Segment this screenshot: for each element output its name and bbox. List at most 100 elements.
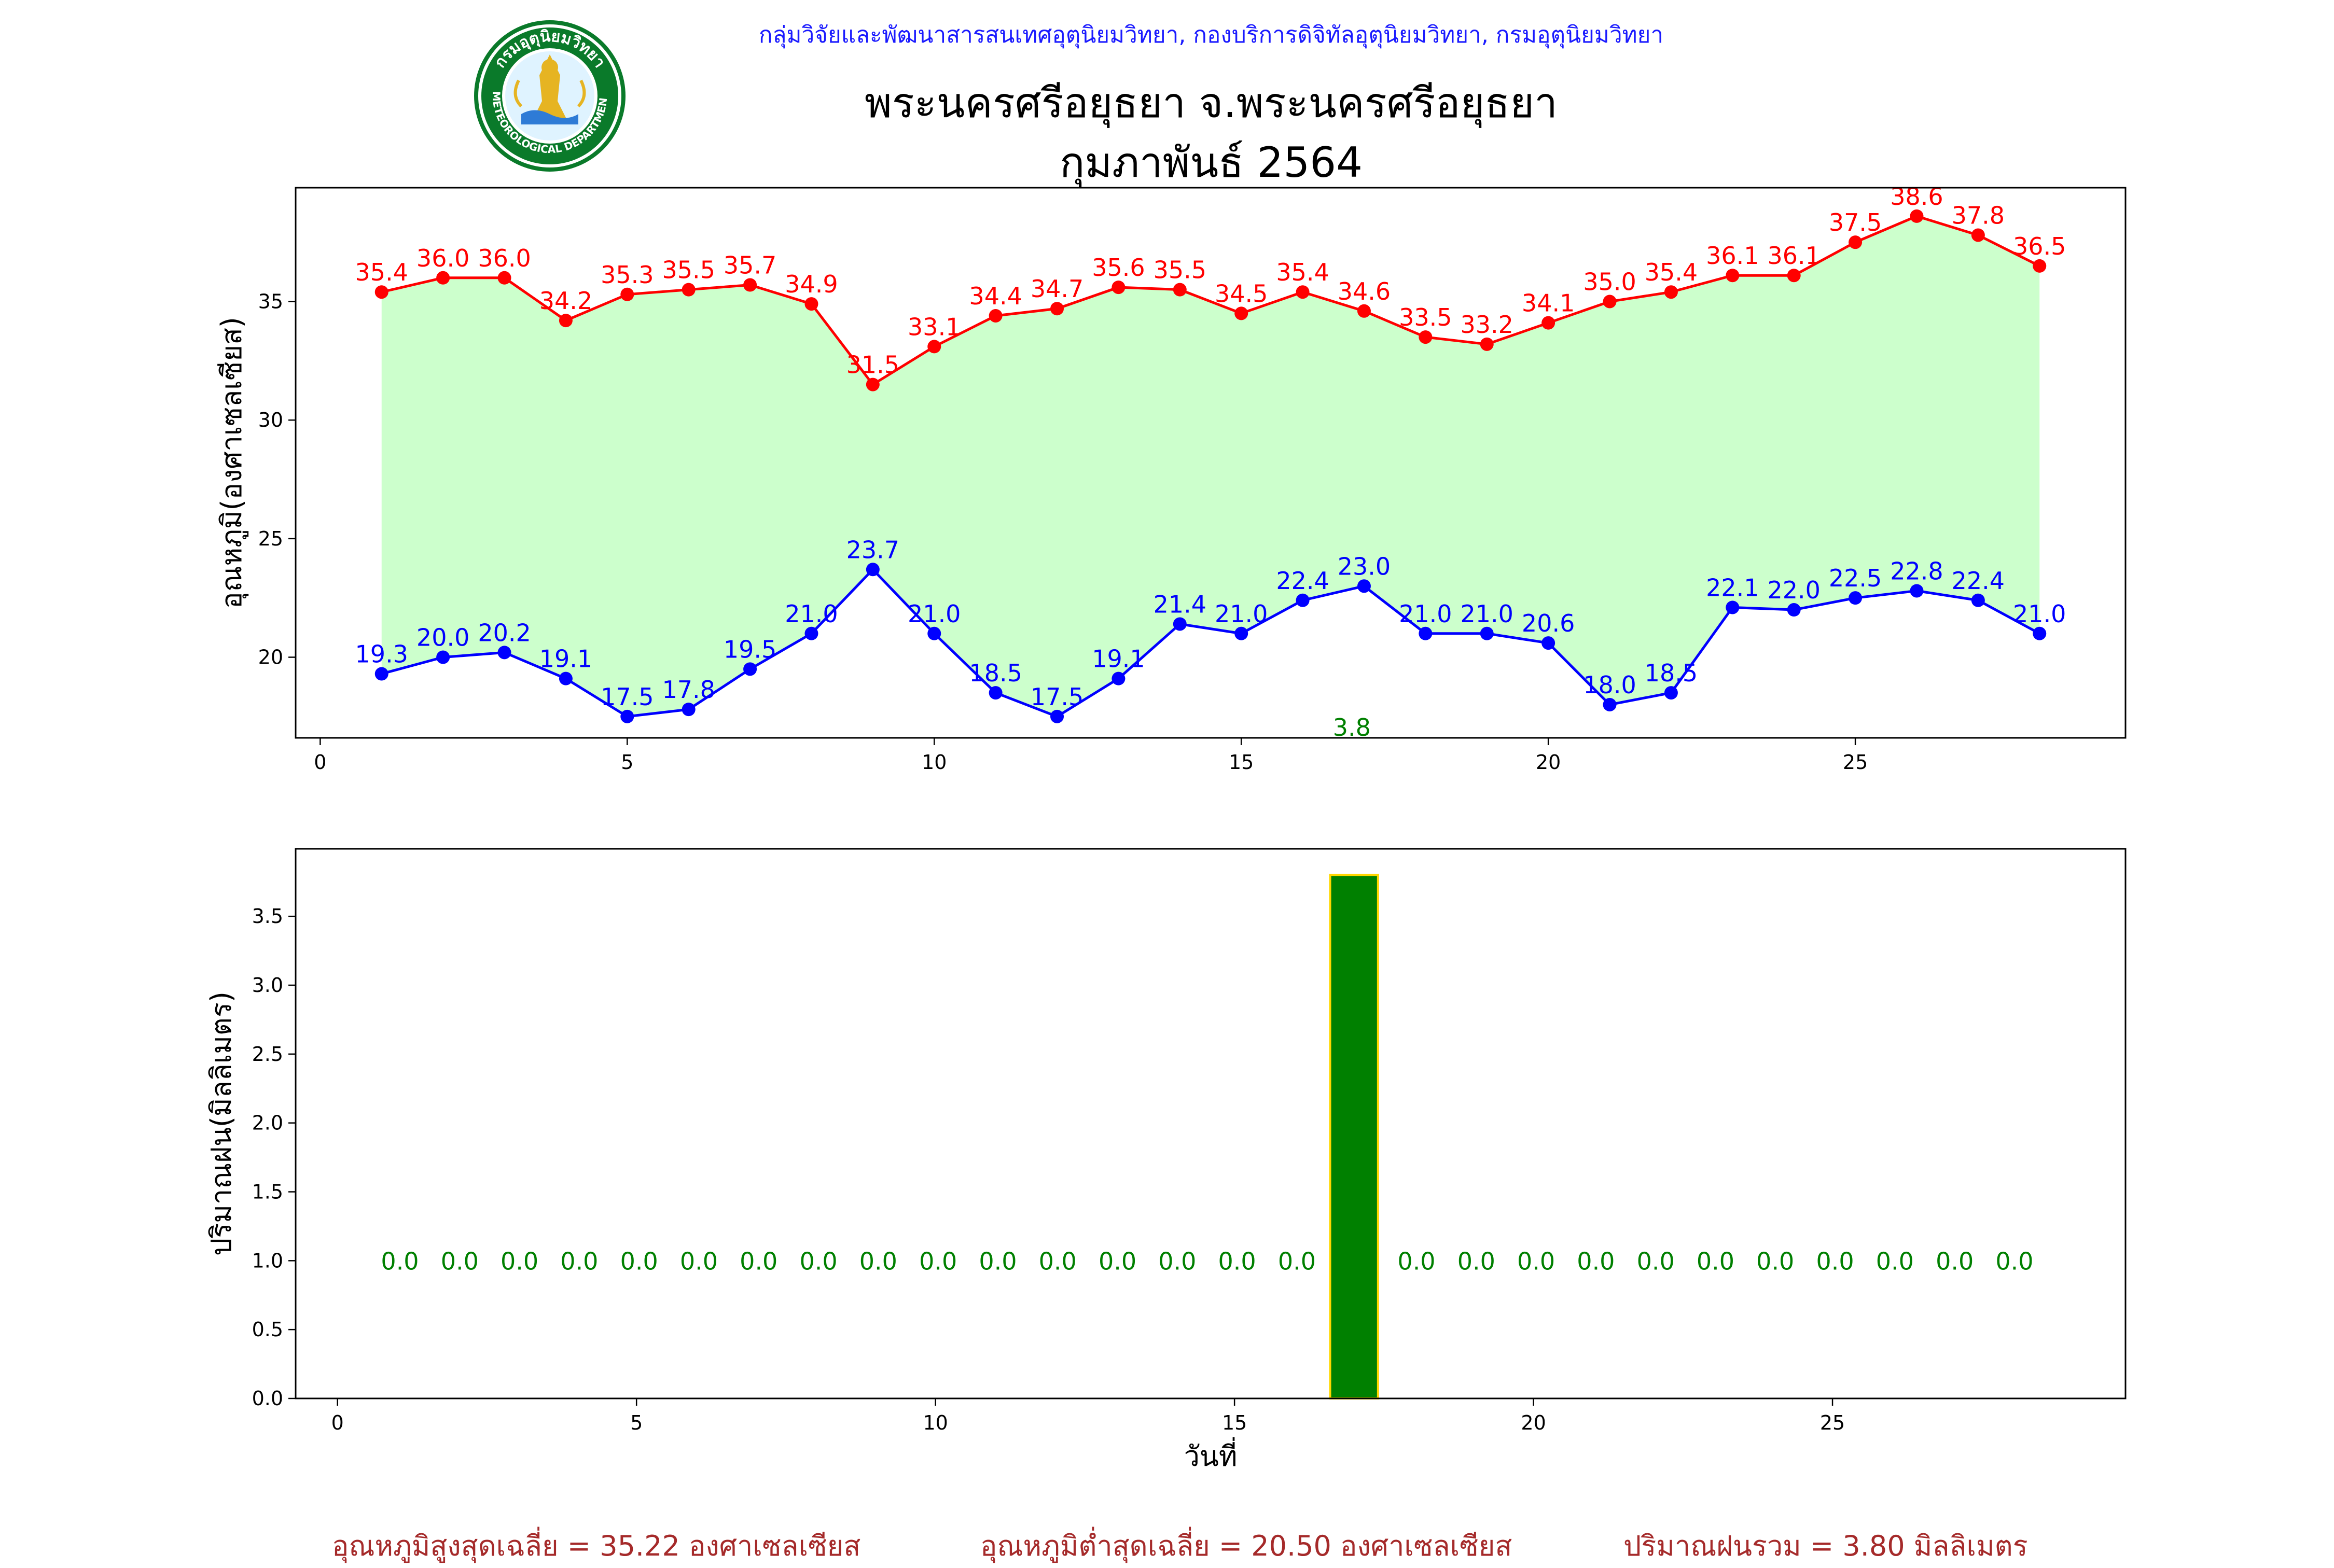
x-tick-label: 25 [1820, 1411, 1845, 1434]
max-temperature-point [559, 314, 573, 328]
rainfall-label: 0.0 [1637, 1247, 1675, 1275]
y-tick-label: 2.5 [252, 1043, 283, 1066]
min-temperature-label: 21.0 [2013, 600, 2066, 628]
min-temperature-point [989, 686, 1003, 700]
min-temperature-point [1357, 579, 1371, 593]
y-tick-label: 1.5 [252, 1181, 283, 1203]
max-temperature-point [374, 285, 388, 299]
y-tick-label: 1.0 [252, 1249, 283, 1272]
rainfall-label: 0.0 [560, 1247, 598, 1275]
max-temperature-label: 35.3 [601, 261, 654, 289]
min-temperature-point [1419, 626, 1433, 640]
rainfall-label: 0.0 [799, 1247, 837, 1275]
max-temperature-label: 35.5 [662, 256, 715, 284]
rainfall-label: 0.0 [740, 1247, 777, 1275]
max-temperature-line [381, 215, 2040, 386]
min-temperature-point [1541, 636, 1555, 650]
max-temperature-label: 34.1 [1522, 289, 1575, 317]
max-temperature-label: 34.4 [969, 282, 1022, 310]
min-temperature-label: 20.0 [416, 624, 469, 652]
max-temperature-label: 33.2 [1461, 311, 1513, 339]
period-title: กุมภาพันธ์ 2564 [1059, 138, 1363, 187]
max-temperature-label: 37.5 [1829, 208, 1882, 236]
max-temperature-label: 31.5 [846, 351, 899, 379]
rainfall-bar [1329, 874, 1379, 1399]
rainfall-label: 0.0 [1457, 1247, 1495, 1275]
rainfall-label: 0.0 [1876, 1247, 1914, 1275]
rainfall-label: 0.0 [1158, 1247, 1196, 1275]
rain-total-annotation: 3.8 [1333, 713, 1371, 741]
min-temperature-label: 22.5 [1829, 564, 1882, 592]
max-temperature-point [1910, 209, 1924, 223]
rainfall-label: 0.0 [1278, 1247, 1316, 1275]
min-temperature-point [436, 650, 450, 664]
max-temperature-point [1234, 306, 1248, 320]
max-temperature-point [1419, 330, 1433, 344]
max-temperature-point [620, 287, 634, 301]
rainfall-label: 0.0 [501, 1247, 538, 1275]
max-temperature-label: 34.7 [1031, 275, 1083, 303]
min-temperature-point [374, 667, 388, 681]
min-temperature-point [1112, 671, 1126, 685]
min-temperature-label: 18.5 [969, 659, 1022, 687]
rainfall-label: 0.0 [441, 1247, 479, 1275]
max-temperature-point [436, 271, 450, 285]
rainfall-label: 0.0 [1697, 1247, 1734, 1275]
max-temperature-point [1849, 235, 1863, 249]
max-temperature-label: 36.1 [1767, 242, 1820, 270]
max-temperature-label: 36.0 [478, 244, 531, 272]
max-temperature-point [1664, 285, 1678, 299]
y-tick-label: 30 [258, 409, 283, 431]
max-temperature-point [1050, 302, 1064, 316]
max-temperature-point [1971, 228, 1985, 242]
max-temperature-label: 33.1 [908, 313, 961, 341]
y-tick-label: 25 [258, 527, 283, 550]
temperature-y-axis-label: อุณหภูมิ(องศาเซลเซียส) [215, 317, 249, 609]
max-temperature-label: 35.7 [724, 251, 776, 279]
max-temperature-label: 37.8 [1952, 201, 2005, 229]
x-axis-label: วันที่ [1184, 1437, 1238, 1473]
rainfall-label: 0.0 [381, 1247, 419, 1275]
min-temperature-label: 21.0 [1461, 600, 1513, 628]
temperature-plot-frame [295, 187, 2127, 739]
max-temperature-label: 34.2 [539, 287, 592, 315]
min-temperature-point [682, 703, 696, 717]
max-temperature-label: 35.4 [355, 258, 408, 286]
min-temperature-label: 21.0 [785, 600, 838, 628]
avg-max-temp-summary: อุณหภูมิสูงสุดเฉลี่ย = 35.22 องศาเซลเซีย… [332, 1530, 861, 1562]
max-temperature-point [1296, 285, 1310, 299]
min-temperature-label: 17.8 [662, 676, 715, 704]
min-temperature-label: 23.0 [1338, 552, 1391, 580]
organization-line: กลุ่มวิจัยและพัฒนาสารสนเทศอุตุนิยมวิทยา,… [758, 22, 1664, 48]
rainfall-label: 0.0 [1397, 1247, 1435, 1275]
min-temperature-label: 20.2 [478, 619, 531, 647]
min-temperature-point [804, 626, 818, 640]
x-tick-label: 20 [1521, 1411, 1546, 1434]
max-temperature-point [804, 297, 818, 311]
max-temperature-point [1112, 281, 1126, 295]
min-temperature-label: 20.6 [1522, 609, 1575, 637]
min-temperature-point [927, 626, 941, 640]
rainfall-label: 0.0 [979, 1247, 1017, 1275]
y-tick-label: 2.0 [252, 1112, 283, 1135]
station-title: พระนครศรีอยุธยา จ.พระนครศรีอยุธยา [864, 79, 1558, 127]
min-temperature-label: 22.1 [1706, 573, 1759, 601]
min-temperature-label: 18.5 [1645, 659, 1698, 687]
rainfall-label: 0.0 [680, 1247, 718, 1275]
max-temperature-point [927, 340, 941, 354]
max-temperature-label: 35.4 [1276, 258, 1329, 286]
x-tick-label: 0 [314, 751, 326, 774]
max-temperature-label: 35.6 [1092, 254, 1145, 282]
rainfall-label: 0.0 [1039, 1247, 1077, 1275]
min-temperature-label: 22.4 [1952, 567, 2005, 595]
max-temperature-label: 34.5 [1215, 279, 1268, 307]
min-temperature-label: 18.0 [1583, 671, 1636, 699]
min-temperature-point [1971, 593, 1985, 607]
max-temperature-point [1787, 269, 1801, 283]
max-temperature-label: 33.5 [1399, 303, 1452, 331]
rainfall-label: 0.0 [620, 1247, 658, 1275]
max-temperature-point [497, 271, 511, 285]
min-temperature-point [497, 646, 511, 660]
max-temperature-label: 36.1 [1706, 242, 1759, 270]
